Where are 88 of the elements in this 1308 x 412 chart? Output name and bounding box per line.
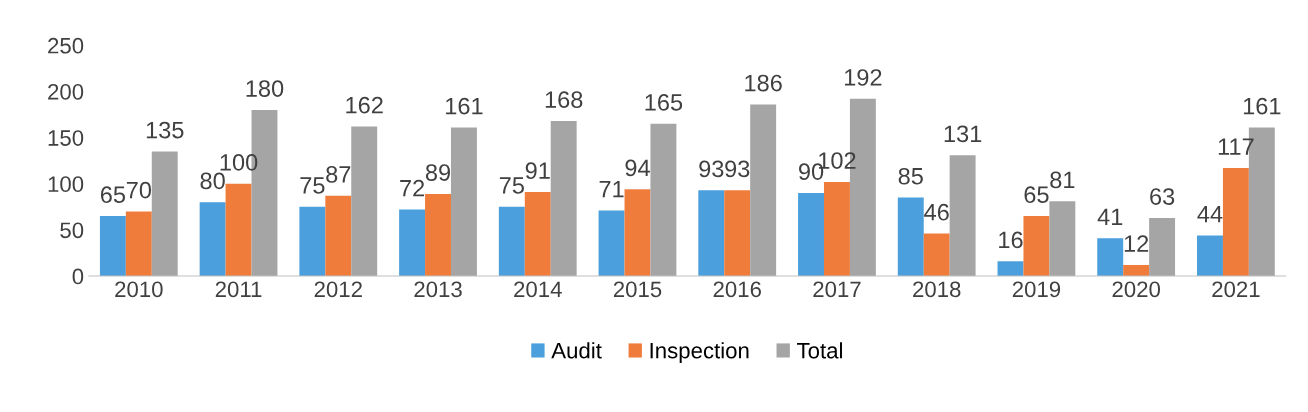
data-label: 162 <box>346 96 383 114</box>
data-label: 161 <box>1243 97 1281 115</box>
bar <box>997 261 1024 277</box>
data-label: 161 <box>446 97 483 115</box>
bar <box>325 195 352 277</box>
bar <box>425 193 451 277</box>
bar <box>650 123 677 277</box>
x-tick-label: 2021 <box>1212 281 1260 298</box>
data-label: 41 <box>1097 208 1123 225</box>
bar <box>1023 216 1050 277</box>
data-label: 81 <box>1050 171 1075 189</box>
bar <box>823 181 850 277</box>
legend-label: Inspection <box>650 342 749 363</box>
bar <box>299 206 326 277</box>
bar <box>351 126 378 277</box>
data-label: 46 <box>924 203 949 221</box>
data-label: 117 <box>1218 138 1254 155</box>
bar <box>1123 264 1150 277</box>
bar <box>550 121 577 277</box>
data-label: 12 <box>1124 235 1149 252</box>
y-tick-label: 150 <box>48 130 84 146</box>
bar <box>199 202 226 277</box>
bar <box>450 127 477 277</box>
x-tick-label: 2019 <box>1012 281 1061 298</box>
data-label: 63 <box>1150 188 1175 205</box>
bar <box>399 209 426 277</box>
data-label: 131 <box>944 125 982 143</box>
data-label: 168 <box>545 91 583 108</box>
bar <box>949 155 976 277</box>
bar <box>724 190 751 277</box>
data-label: 44 <box>1197 205 1223 223</box>
bar <box>1097 238 1124 277</box>
data-label: 70 <box>126 181 152 199</box>
y-tick-label: 0 <box>72 268 84 285</box>
data-label: 87 <box>326 166 351 183</box>
x-tick-label: 2011 <box>215 281 262 298</box>
data-label: 165 <box>645 94 683 111</box>
bar <box>99 216 126 277</box>
bar <box>1222 168 1249 277</box>
data-label: 75 <box>499 177 524 194</box>
bar <box>897 197 924 277</box>
x-tick-label: 2016 <box>713 281 761 298</box>
y-tick-label: 200 <box>48 84 84 100</box>
data-label: 93 <box>725 160 750 178</box>
data-label: 100 <box>220 154 258 171</box>
data-label: 65 <box>1024 186 1049 204</box>
bar <box>1149 217 1176 277</box>
bar <box>598 210 625 277</box>
bar <box>798 192 824 277</box>
x-tick-label: 2014 <box>514 281 562 298</box>
bar <box>1197 235 1223 277</box>
data-label: 89 <box>425 164 451 181</box>
x-tick-label: 2010 <box>115 281 163 298</box>
data-label: 94 <box>625 159 650 177</box>
bar <box>498 206 525 277</box>
x-tick-label: 2013 <box>414 281 462 298</box>
data-label: 72 <box>400 179 425 197</box>
bar <box>125 211 152 277</box>
data-label: 186 <box>745 74 782 92</box>
legend-label: Audit <box>551 342 602 359</box>
x-tick-label: 2018 <box>913 281 961 298</box>
bar <box>923 233 950 277</box>
y-tick-label: 100 <box>48 176 84 193</box>
y-tick-label: 50 <box>60 222 84 239</box>
data-label: 93 <box>699 160 724 178</box>
x-tick-label: 2017 <box>813 281 861 298</box>
data-label: 91 <box>525 162 550 180</box>
data-label: 16 <box>999 231 1023 249</box>
legend-label: Total <box>797 342 842 359</box>
x-tick-label: 2015 <box>613 281 662 298</box>
data-label: 80 <box>200 172 225 190</box>
x-tick-label: 2012 <box>314 281 362 298</box>
y-tick-label: 250 <box>48 37 84 54</box>
bar <box>151 151 178 277</box>
data-label: 75 <box>300 177 325 194</box>
data-label: 135 <box>146 121 184 139</box>
data-label: 85 <box>898 167 923 185</box>
bar <box>698 190 725 277</box>
data-label: 71 <box>599 181 624 198</box>
data-label: 65 <box>100 186 126 204</box>
data-label: 192 <box>844 69 882 86</box>
bar <box>750 104 777 277</box>
bar <box>1049 201 1076 277</box>
bar <box>225 183 252 277</box>
data-label: 180 <box>246 80 284 97</box>
x-tick-label: 2020 <box>1112 281 1161 298</box>
bar <box>624 189 651 277</box>
bar <box>524 192 551 277</box>
